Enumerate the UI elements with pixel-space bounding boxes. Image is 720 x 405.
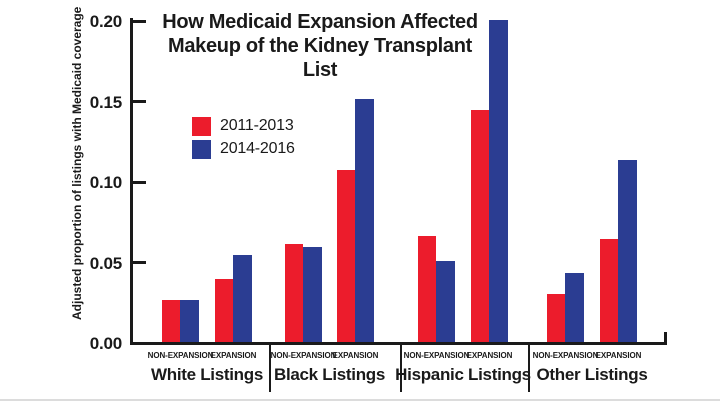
legend-swatch-blue bbox=[192, 139, 211, 159]
y-tick-label-0.20: 0.20 bbox=[89, 12, 122, 31]
chart-title: How Medicaid Expansion Affected Makeup o… bbox=[150, 10, 490, 82]
x-tick-label-black-listings-expansion: EXPANSION bbox=[332, 351, 379, 360]
legend: 2011-2013 2014-2016 bbox=[192, 115, 295, 161]
group-label-white-listings: White Listings bbox=[151, 365, 263, 384]
chart-title-line-1: How Medicaid Expansion Affected bbox=[162, 11, 478, 33]
group-label-other-listings: Other Listings bbox=[536, 365, 648, 384]
y-tick-mark-0.10 bbox=[133, 180, 146, 184]
y-tick-label-0.05: 0.05 bbox=[89, 253, 122, 273]
y-tick-label-0.15: 0.15 bbox=[89, 92, 122, 112]
x-axis-end-tick bbox=[664, 332, 667, 343]
group-separator-2 bbox=[400, 345, 402, 392]
bar-black-listings-non-expansion-2011-2013 bbox=[285, 244, 303, 342]
x-tick-label-other-listings-non-expansion: NON-EXPANSION bbox=[532, 351, 599, 360]
x-tick-label-other-listings-expansion: EXPANSION bbox=[595, 351, 642, 360]
legend-swatch-red bbox=[192, 116, 211, 136]
y-axis-line bbox=[130, 18, 133, 345]
group-separator-3 bbox=[528, 345, 530, 392]
y-tick-label-0.10: 0.10 bbox=[89, 173, 122, 192]
legend-item-2014-2016: 2014-2016 bbox=[192, 138, 295, 160]
chart-title-line-2: Makeup of the Kidney Transplant List bbox=[167, 35, 473, 81]
bar-black-listings-non-expansion-2014-2016 bbox=[303, 247, 322, 342]
bar-white-listings-expansion-2011-2013 bbox=[215, 279, 233, 342]
legend-label-2014-2016: 2014-2016 bbox=[220, 140, 295, 157]
y-tick-mark-0.05 bbox=[133, 261, 146, 264]
x-tick-label-white-listings-non-expansion: NON-EXPANSION bbox=[147, 351, 214, 360]
bar-hispanic-listings-non-expansion-2011-2013 bbox=[418, 236, 436, 342]
bottom-edge-line bbox=[0, 399, 720, 401]
bar-white-listings-non-expansion-2011-2013 bbox=[162, 300, 180, 342]
x-tick-label-hispanic-listings-expansion: EXPANSION bbox=[466, 351, 513, 360]
group-label-black-listings: Black Listings bbox=[273, 365, 386, 384]
bar-hispanic-listings-non-expansion-2014-2016 bbox=[436, 261, 455, 342]
x-axis-line bbox=[130, 342, 667, 345]
bar-hispanic-listings-expansion-2011-2013 bbox=[471, 110, 489, 342]
legend-label-2011-2013: 2011-2013 bbox=[220, 117, 294, 134]
x-tick-label-hispanic-listings-non-expansion: NON-EXPANSION bbox=[403, 351, 470, 360]
bar-white-listings-expansion-2014-2016 bbox=[233, 255, 252, 342]
bar-other-listings-non-expansion-2011-2013 bbox=[547, 294, 565, 342]
group-separator-1 bbox=[269, 345, 271, 392]
bar-black-listings-expansion-2014-2016 bbox=[355, 99, 374, 342]
y-tick-label-0.00: 0.00 bbox=[89, 334, 122, 353]
bar-white-listings-non-expansion-2014-2016 bbox=[180, 300, 199, 342]
bar-other-listings-expansion-2011-2013 bbox=[600, 239, 618, 342]
y-tick-mark-0.20 bbox=[133, 19, 146, 23]
bar-other-listings-non-expansion-2014-2016 bbox=[565, 273, 584, 342]
y-tick-mark-0.15 bbox=[133, 100, 146, 103]
bar-black-listings-expansion-2011-2013 bbox=[337, 170, 355, 342]
group-label-hispanic-listings: Hispanic Listings bbox=[395, 365, 531, 384]
bar-other-listings-expansion-2014-2016 bbox=[618, 160, 637, 342]
bar-hispanic-listings-expansion-2014-2016 bbox=[489, 20, 508, 342]
legend-item-2011-2013: 2011-2013 bbox=[192, 115, 295, 137]
x-tick-label-black-listings-non-expansion: NON-EXPANSION bbox=[270, 351, 337, 360]
x-tick-label-white-listings-expansion: EXPANSION bbox=[210, 351, 257, 360]
